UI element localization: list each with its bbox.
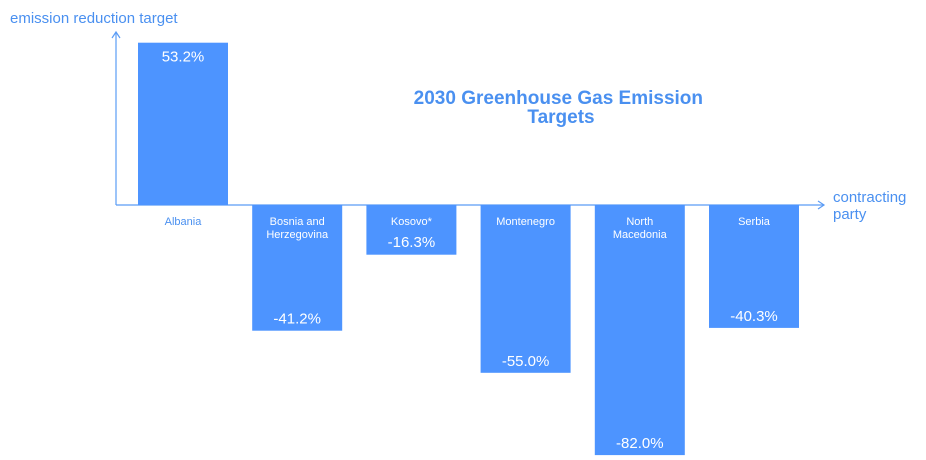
y-axis-title: emission reduction target — [10, 10, 178, 27]
category-label: Albania — [165, 216, 203, 228]
value-label: -55.0% — [502, 353, 550, 370]
x-axis-title-line-1: contracting — [833, 189, 906, 206]
category-label-line: Macedonia — [613, 229, 668, 241]
value-label: 53.2% — [162, 49, 205, 66]
category-label-line: Bosnia and — [270, 216, 325, 228]
x-axis-arrowhead — [817, 200, 826, 210]
category-label: North Macedonia — [613, 216, 668, 241]
category-label-line: North — [626, 216, 653, 228]
value-label: -16.3% — [388, 234, 436, 251]
category-label-line: Serbia — [738, 216, 771, 228]
category-label: Kosovo* — [391, 216, 433, 228]
bar — [709, 205, 799, 328]
bar — [594, 205, 685, 456]
chart-title-line-2: Targets — [527, 107, 594, 128]
category-label: Bosnia and Herzegovina — [266, 216, 329, 241]
category-label: Montenegro — [496, 216, 555, 228]
category-label-line: Herzegovina — [266, 229, 329, 241]
value-label: -82.0% — [616, 435, 664, 452]
value-label: -41.2% — [273, 311, 321, 328]
bars: Albania 53.2% Bosnia and Herzegovina -41.2% K… — [138, 42, 799, 456]
y-axis-arrowhead — [111, 30, 121, 39]
x-axis-title: contracting party — [833, 189, 911, 223]
value-label: -40.3% — [730, 308, 778, 325]
axes — [111, 30, 826, 210]
bar — [480, 205, 571, 373]
category-label: Serbia — [738, 216, 771, 228]
bar — [366, 205, 457, 255]
category-label-line: Kosovo* — [391, 216, 433, 228]
chart-title: 2030 Greenhouse Gas Emission Targets — [414, 88, 709, 128]
bar — [252, 205, 343, 331]
chart-title-line-1: 2030 Greenhouse Gas Emission — [414, 88, 703, 109]
category-label-line: Montenegro — [496, 216, 555, 228]
category-label-line: Albania — [165, 216, 203, 228]
bar — [138, 42, 228, 206]
x-axis-title-line-2: party — [833, 206, 867, 223]
